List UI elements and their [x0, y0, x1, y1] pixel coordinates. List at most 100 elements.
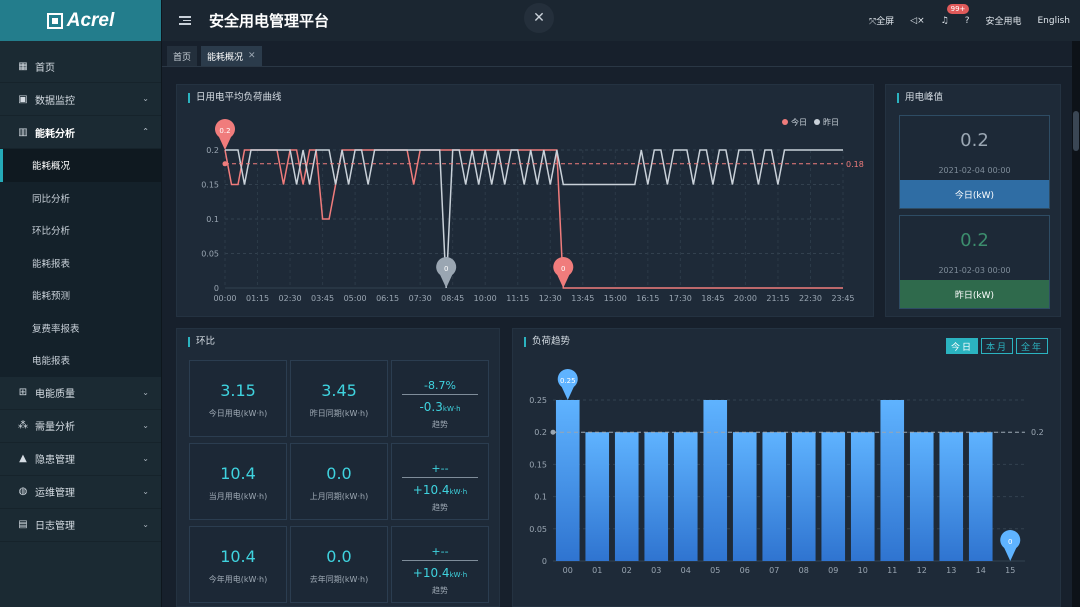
- trend-absolute: -0.3kW·h: [392, 400, 488, 414]
- legend-yesterday-dot: [814, 119, 820, 125]
- trend-abs-value: -0.3: [419, 400, 443, 414]
- power-quality-icon: ⊞: [18, 387, 28, 398]
- y-tick-label: 0.2: [534, 428, 547, 437]
- max-today-pin: 0.2: [215, 119, 235, 150]
- trend-percent: -8.7%: [424, 379, 456, 392]
- chevron-down-icon: ⌄: [142, 387, 149, 397]
- sidebar-item-data-monitor[interactable]: ▣ 数据监控 ⌄: [0, 83, 161, 116]
- sidebar-subitem-mom[interactable]: 环比分析: [32, 226, 71, 238]
- ring-current-value: 10.4: [220, 547, 256, 566]
- ring-current-label: 今年用电(kW·h): [208, 575, 268, 584]
- brand-logo[interactable]: Acrel: [0, 0, 161, 41]
- y-tick-label: 0.25: [529, 396, 547, 405]
- trend-abs-value: +10.4: [412, 566, 450, 580]
- x-tick-label: 05:00: [344, 294, 367, 303]
- min-yesterday-pin-label: 0: [444, 265, 448, 273]
- close-icon[interactable]: ✕: [524, 3, 554, 33]
- x-tick-label: 11:15: [506, 294, 529, 303]
- sidebar-subitem-report[interactable]: 能耗报表: [32, 258, 71, 270]
- x-tick-label: 14: [976, 566, 986, 575]
- sidebar-subitem-yoy[interactable]: 同比分析: [32, 193, 71, 205]
- help-icon[interactable]: ?: [964, 15, 970, 26]
- y-tick-label: 0: [542, 557, 547, 566]
- notification-button[interactable]: ♫ 99+: [941, 3, 970, 26]
- language-switch[interactable]: English: [1037, 15, 1071, 26]
- bar: [732, 432, 757, 561]
- bar: [968, 432, 993, 561]
- x-tick-label: 13:45: [571, 294, 594, 303]
- tab-energy-overview[interactable]: 能耗概况 ✕: [201, 46, 262, 66]
- sidebar-subitem-rate-report[interactable]: 复费率报表: [32, 323, 80, 335]
- trend-divider: [402, 394, 478, 395]
- range-month-button[interactable]: 本月: [980, 338, 1013, 354]
- bar: [703, 400, 728, 561]
- log-icon: ▤: [18, 519, 28, 530]
- peak-value: 0.2: [960, 230, 989, 251]
- trend-percent: +--: [431, 545, 449, 558]
- sidebar-item-power-quality[interactable]: ⊞ 电能质量 ⌄: [0, 377, 161, 410]
- bar: [585, 432, 610, 561]
- mute-icon[interactable]: ◁×: [910, 15, 925, 26]
- trend-divider: [402, 477, 478, 478]
- sidebar-item-label: 运维管理: [35, 488, 75, 499]
- scrollbar-thumb[interactable]: [1073, 111, 1079, 151]
- trend-label: 趋势: [432, 420, 448, 429]
- sidebar-item-energy-analysis[interactable]: ▥ 能耗分析 ⌃: [0, 116, 161, 149]
- sidebar-subitem-forecast[interactable]: 能耗预测: [32, 291, 71, 303]
- x-tick-label: 08:45: [441, 294, 464, 303]
- user-menu[interactable]: 安全用电: [985, 17, 1022, 27]
- sidebar-item-home[interactable]: ▦ 首页: [0, 50, 161, 83]
- bar-chart-icon: ▥: [18, 126, 28, 138]
- sidebar-subitem-overview[interactable]: 能耗概况: [0, 149, 161, 182]
- app-title: 安全用电管理平台: [209, 12, 330, 30]
- sidebar-item-demand[interactable]: ⁂ 需量分析 ⌄: [0, 410, 161, 443]
- tab-label: 首页: [173, 52, 192, 63]
- y-tick-label: 0.05: [529, 525, 547, 534]
- series-line-今日: [224, 149, 843, 289]
- tab-home[interactable]: 首页: [167, 46, 198, 66]
- bar: [850, 432, 875, 561]
- chevron-down-icon: ⌄: [142, 519, 149, 529]
- trend-absolute: +10.4kW·h: [392, 566, 488, 580]
- min-bar-pin-label: 0: [1008, 538, 1012, 546]
- min-bar-pin-shape: [1000, 530, 1021, 561]
- chevron-down-icon: ⌄: [142, 94, 149, 103]
- menu-toggle-icon[interactable]: [179, 16, 191, 25]
- sidebar-item-label: 隐患管理: [35, 455, 75, 466]
- y-tick-label: 0.1: [206, 215, 219, 224]
- ring-current-cell: 10.4 当月用电(kW·h): [189, 443, 287, 520]
- sidebar-item-label: 能耗分析: [35, 128, 75, 140]
- panel-title: 环比: [188, 337, 215, 347]
- monitor-icon: ▣: [18, 93, 28, 105]
- trend-absolute: +10.4kW·h: [392, 483, 488, 497]
- fullscreen-icon: ⤧: [868, 17, 877, 27]
- peak-panel: 用电峰值 0.2 2021-02-04 00:00 今日(kW) 0.2 202…: [885, 84, 1061, 317]
- x-tick-label: 01: [592, 566, 602, 575]
- sidebar-item-label: 日志管理: [35, 521, 75, 532]
- x-tick-label: 18:45: [701, 294, 724, 303]
- close-tab-icon[interactable]: ✕: [248, 51, 256, 61]
- peak-label: 昨日(kW): [900, 280, 1049, 308]
- min-bar-pin: 0: [1000, 530, 1021, 561]
- ring-previous-value: 0.0: [326, 547, 352, 566]
- max-bar-pin-shape: [557, 369, 578, 400]
- max-bar-pin-label: 0.25: [560, 377, 576, 385]
- sidebar: Acrel ▦ 首页 ▣ 数据监控 ⌄ ▥ 能耗分析 ⌃ 能耗概况 同比分析 环…: [0, 0, 162, 607]
- fullscreen-button[interactable]: ⤧全屏: [869, 14, 894, 27]
- bar: [939, 432, 964, 561]
- x-tick-label: 15:00: [604, 294, 627, 303]
- sidebar-subitem-power-report[interactable]: 电能报表: [32, 356, 71, 368]
- trend-unit: kW·h: [449, 571, 468, 579]
- x-tick-label: 21:15: [766, 294, 789, 303]
- sidebar-item-logs[interactable]: ▤ 日志管理 ⌄: [0, 509, 161, 542]
- range-today-button[interactable]: 今日: [945, 338, 978, 354]
- page-scrollbar[interactable]: [1072, 41, 1080, 607]
- header-actions: ⤧全屏 ◁× ♫ 99+ ? 安全用电 English: [869, 0, 1070, 41]
- panel-title: 负荷趋势: [524, 337, 570, 347]
- x-tick-label: 12:30: [539, 294, 562, 303]
- range-year-button[interactable]: 全年: [1015, 338, 1048, 354]
- sidebar-item-ops[interactable]: ◍ 运维管理 ⌄: [0, 476, 161, 509]
- trend-unit: kW·h: [449, 488, 468, 496]
- x-tick-label: 16:15: [636, 294, 659, 303]
- sidebar-item-hazard[interactable]: ▲ 隐患管理 ⌄: [0, 443, 161, 476]
